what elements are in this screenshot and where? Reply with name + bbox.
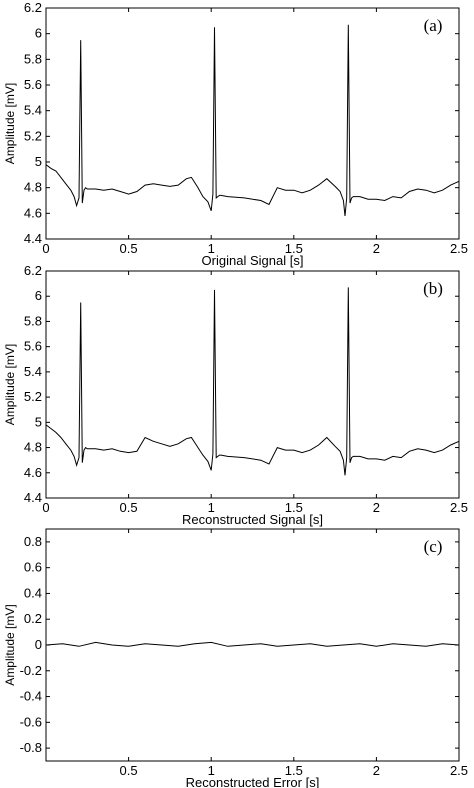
- panel-label: (c): [424, 537, 443, 556]
- x-tick-label: 2: [373, 763, 380, 778]
- x-tick-label: 1.5: [285, 763, 303, 778]
- y-tick-label: 6.2: [24, 0, 42, 15]
- tick-group: 0 0.5 1 1.5 2 2.5 4.4 4.6 4.8 5 5.2 5.4 5.6 5.8 6 6.2: [24, 263, 468, 515]
- x-tick-label: 0.5: [120, 763, 138, 778]
- y-tick-label: 5.4: [24, 364, 42, 379]
- y-tick-label: 0.8: [24, 534, 42, 549]
- x-axis-label: Reconstructed Error [s]: [186, 775, 320, 788]
- x-tick-label: 1: [208, 500, 215, 515]
- axes-frame: [45, 7, 460, 240]
- y-tick-label: 5: [35, 154, 42, 169]
- x-tick-label: 1: [208, 763, 215, 778]
- x-tick-label: 0: [42, 500, 49, 515]
- x-tick-label: 0: [42, 241, 49, 256]
- x-tick-label: 2.5: [450, 241, 468, 256]
- y-axis-label: Amplitude [mV]: [3, 344, 17, 425]
- y-tick-label: 0.4: [24, 585, 42, 600]
- y-tick-label: 4.4: [24, 231, 42, 246]
- signal-trace: [45, 287, 460, 476]
- x-axis-label: Original Signal [s]: [202, 253, 304, 268]
- y-tick-label: 4.4: [24, 490, 42, 505]
- axes-frame: [45, 528, 460, 762]
- y-tick-label: 0: [35, 637, 42, 652]
- y-tick-label: 5.2: [24, 128, 42, 143]
- x-tick-label: 1: [208, 241, 215, 256]
- y-tick-label: 5: [35, 414, 42, 429]
- y-tick-label: 4.8: [24, 180, 42, 195]
- y-tick-label: -0.8: [20, 740, 42, 755]
- tick-group: 0 0.5 1 1.5 2 2.5 4.4 4.6 4.8 5 5.2 5.4 5.6 5.8 6 6.2: [24, 0, 468, 256]
- x-tick-label: 2.5: [450, 500, 468, 515]
- x-tick-label: 0.5: [120, 241, 138, 256]
- axes-frame: [45, 270, 460, 499]
- x-tick-label: 0.5: [120, 500, 138, 515]
- x-tick-label: 1.5: [285, 241, 303, 256]
- y-tick-label: -0.4: [20, 689, 42, 704]
- y-tick-label: 6: [35, 26, 42, 41]
- panel-b: 0 0.5 1 1.5 2 2.5 4.4 4.6 4.8 5 5.2 5.4 5.6 5.8 6 6.2 R…: [3, 263, 468, 527]
- x-tick-label: 2: [373, 241, 380, 256]
- y-tick-label: -0.6: [20, 714, 42, 729]
- y-tick-label: 5.8: [24, 51, 42, 66]
- panel-label: (a): [424, 16, 443, 35]
- y-tick-label: -0.2: [20, 663, 42, 678]
- y-tick-label: 5.2: [24, 389, 42, 404]
- y-tick-label: 5.6: [24, 339, 42, 354]
- panel-c: 0.5 1 1.5 2 2.5 -0.8 -0.6 -0.4 -0.2 0 0.2 0.4 0.6 0.8…: [3, 528, 468, 788]
- signal-trace: [45, 24, 460, 216]
- x-tick-label: 1.5: [285, 500, 303, 515]
- x-axis-label: Reconstructed Signal [s]: [182, 512, 323, 527]
- y-tick-label: 0.2: [24, 611, 42, 626]
- y-tick-label: 0.6: [24, 560, 42, 575]
- y-axis-label: Amplitude [mV]: [3, 604, 17, 685]
- panel-a: 0 0.5 1 1.5 2 2.5 4.4 4.6 4.8 5 5.2 5.4 5.6 5.8 6 6.2 O…: [3, 0, 468, 268]
- y-axis-label: Amplitude [mV]: [3, 83, 17, 164]
- signal-trace: [45, 641, 460, 647]
- x-tick-label: 2.5: [450, 763, 468, 778]
- y-tick-label: 5.6: [24, 77, 42, 92]
- y-tick-label: 5.4: [24, 103, 42, 118]
- y-tick-label: 4.6: [24, 465, 42, 480]
- y-tick-label: 5.8: [24, 313, 42, 328]
- panel-label: (b): [423, 279, 443, 298]
- y-tick-label: 4.8: [24, 440, 42, 455]
- y-tick-label: 6: [35, 288, 42, 303]
- y-tick-label: 4.6: [24, 205, 42, 220]
- x-tick-label: 2: [373, 500, 380, 515]
- y-tick-label: 6.2: [24, 263, 42, 278]
